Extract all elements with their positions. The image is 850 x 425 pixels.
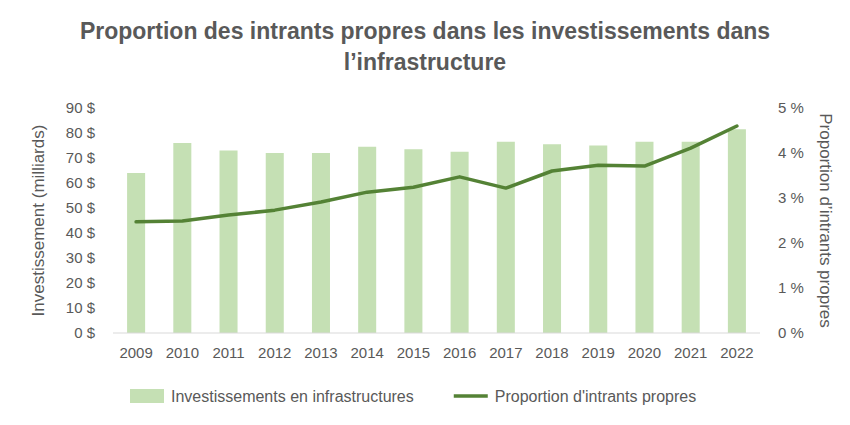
y2-tick-label: 3 %	[778, 189, 804, 206]
y-tick	[109, 108, 113, 109]
x-tick-label: 2020	[628, 344, 661, 361]
x-tick-label: 2021	[674, 344, 707, 361]
bar	[173, 143, 191, 333]
y-tick	[109, 258, 113, 259]
legend-label: Proportion d'intrants propres	[495, 388, 696, 405]
x-axis-line	[113, 333, 760, 334]
y-tick	[109, 283, 113, 284]
y-tick-label: 20 $	[66, 274, 96, 291]
bar	[358, 147, 376, 333]
legend-swatch	[130, 389, 164, 403]
chart-title: Proportion des intrants propres dans les…	[65, 16, 785, 78]
y2-tick	[760, 288, 764, 289]
y-tick-label: 30 $	[66, 249, 96, 266]
y-tick-label: 90 $	[66, 99, 96, 116]
y2-tick-label: 1 %	[778, 279, 804, 296]
y2-tick-label: 0 %	[778, 324, 804, 341]
x-tick-label: 2014	[350, 344, 383, 361]
bar	[682, 142, 700, 333]
chart: 0 $ 10 $ 20 $ 30 $ 40 $ 50 $ 60 $ 70 $ 80 $ 90 $ 0…	[0, 0, 850, 425]
x-tick-label: 2012	[258, 344, 291, 361]
y-tick	[109, 208, 113, 209]
y2-tick-label: 5 %	[778, 99, 804, 116]
x-tick-label: 2010	[166, 344, 199, 361]
y2-tick	[760, 153, 764, 154]
line	[136, 126, 737, 222]
y2-tick	[760, 333, 764, 334]
y-tick	[109, 333, 113, 334]
y-tick-label: 40 $	[66, 224, 96, 241]
y-tick	[109, 233, 113, 234]
y2-tick	[760, 198, 764, 199]
x-tick-label: 2022	[720, 344, 753, 361]
bar	[497, 142, 515, 333]
y-tick-label: 70 $	[66, 149, 96, 166]
bar	[266, 153, 284, 333]
legend-swatch	[454, 394, 488, 398]
y-tick-label: 80 $	[66, 124, 96, 141]
x-tick-label: 2011	[212, 344, 244, 361]
x-tick-label: 2013	[304, 344, 337, 361]
x-tick-label: 2009	[119, 344, 152, 361]
x-tick-label: 2015	[397, 344, 430, 361]
y-axis-title: Investissement (milliards)	[29, 125, 48, 317]
y-tick	[109, 133, 113, 134]
bar	[312, 153, 330, 333]
bar	[635, 142, 653, 333]
y-tick-label: 60 $	[66, 174, 96, 191]
y-tick-label: 0 $	[74, 324, 96, 341]
y2-tick-label: 4 %	[778, 144, 804, 161]
y-tick-label: 50 $	[66, 199, 96, 216]
bar	[127, 173, 145, 333]
bar	[728, 129, 746, 333]
y-tick	[109, 183, 113, 184]
x-tick-label: 2016	[443, 344, 476, 361]
bar	[220, 151, 238, 334]
y-tick	[109, 308, 113, 309]
x-tick-label: 2017	[489, 344, 522, 361]
y-tick-label: 10 $	[66, 299, 96, 316]
y2-tick-label: 2 %	[778, 234, 804, 251]
y2-axis-title: Proportion d’intrants propres	[816, 113, 835, 328]
bar	[404, 149, 422, 333]
y-tick	[109, 158, 113, 159]
x-tick-label: 2019	[582, 344, 615, 361]
legend-label: Investissements en infrastructures	[171, 388, 414, 405]
y2-tick	[760, 108, 764, 109]
plot-marks	[127, 126, 746, 333]
x-tick-label: 2018	[535, 344, 568, 361]
y2-tick	[760, 243, 764, 244]
bar	[589, 146, 607, 334]
